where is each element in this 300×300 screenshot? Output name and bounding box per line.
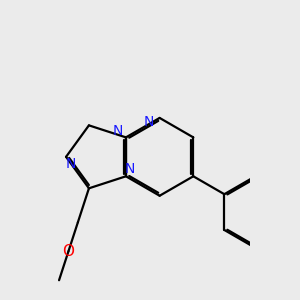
Text: N: N bbox=[66, 157, 76, 171]
Text: N: N bbox=[144, 115, 154, 129]
Text: O: O bbox=[62, 244, 74, 259]
Text: N: N bbox=[112, 124, 123, 138]
Text: N: N bbox=[125, 162, 135, 176]
